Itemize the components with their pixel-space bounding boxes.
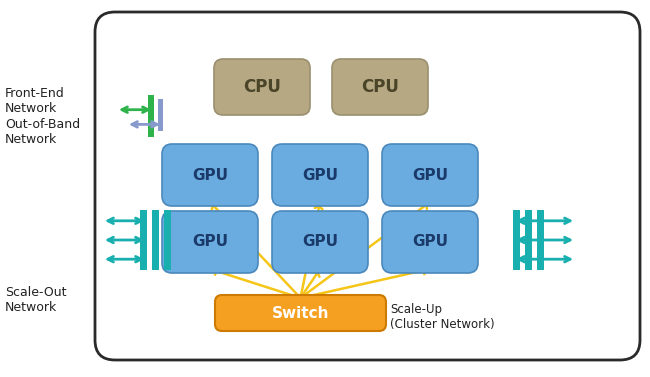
FancyBboxPatch shape (215, 295, 386, 331)
FancyBboxPatch shape (95, 12, 640, 360)
Text: CPU: CPU (361, 78, 399, 96)
Text: Switch: Switch (272, 305, 330, 320)
Text: GPU: GPU (302, 167, 338, 182)
Text: Out-of-Band
Network: Out-of-Band Network (5, 118, 80, 146)
Text: Front-End
Network: Front-End Network (5, 87, 65, 115)
FancyBboxPatch shape (332, 59, 428, 115)
Text: Scale-Up
(Cluster Network): Scale-Up (Cluster Network) (390, 303, 495, 331)
FancyBboxPatch shape (382, 144, 478, 206)
FancyBboxPatch shape (214, 59, 310, 115)
FancyBboxPatch shape (162, 144, 258, 206)
Bar (537, 210, 544, 270)
FancyBboxPatch shape (272, 144, 368, 206)
Bar (164, 210, 171, 270)
Bar (140, 210, 147, 270)
Bar (513, 210, 520, 270)
Text: GPU: GPU (302, 234, 338, 250)
Bar (152, 210, 159, 270)
FancyBboxPatch shape (272, 211, 368, 273)
Text: GPU: GPU (192, 234, 228, 250)
FancyBboxPatch shape (382, 211, 478, 273)
Text: GPU: GPU (412, 234, 448, 250)
Text: Scale-Out
Network: Scale-Out Network (5, 286, 66, 314)
Text: CPU: CPU (243, 78, 281, 96)
Bar (148, 95, 154, 137)
Bar (525, 210, 532, 270)
Bar (158, 99, 163, 131)
Text: GPU: GPU (412, 167, 448, 182)
Text: GPU: GPU (192, 167, 228, 182)
FancyBboxPatch shape (162, 211, 258, 273)
